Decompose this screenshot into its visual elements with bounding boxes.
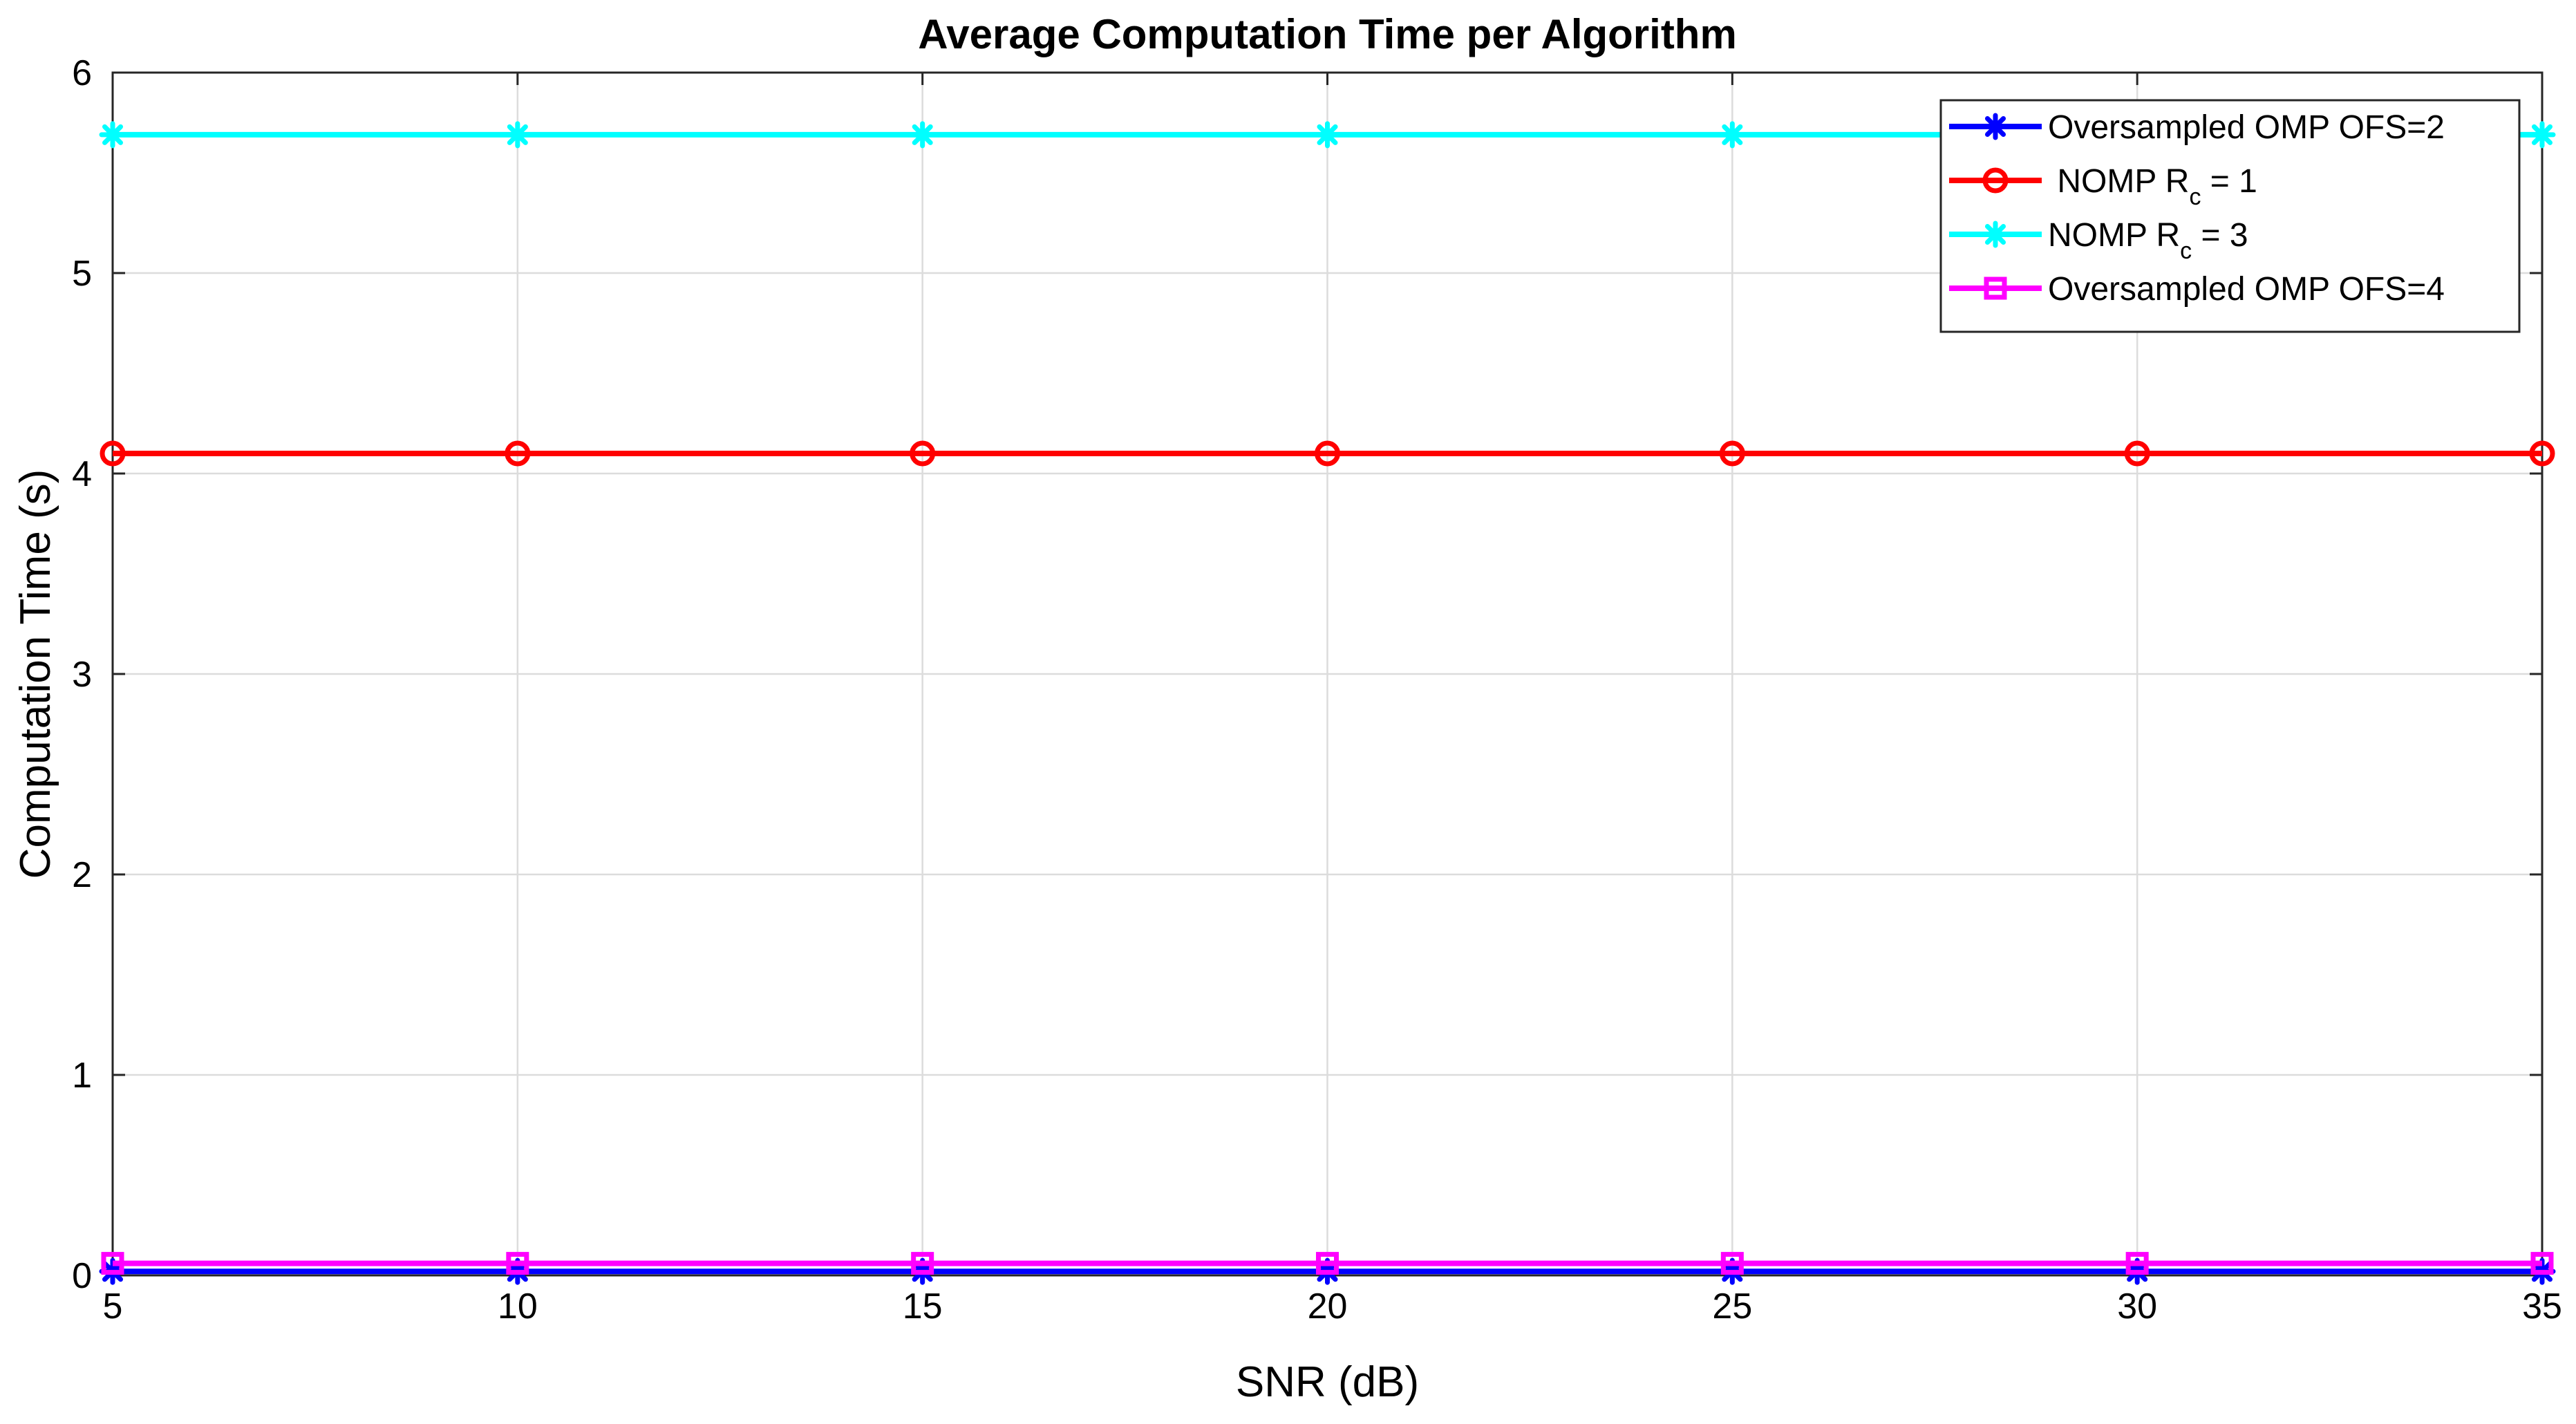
data-point bbox=[2529, 440, 2555, 467]
legend-label: NOMP Rc = 1 bbox=[2048, 163, 2257, 210]
data-point bbox=[99, 121, 126, 149]
data-point bbox=[2530, 1252, 2554, 1275]
series-4 bbox=[101, 1252, 2554, 1275]
legend-entry: Oversampled OMP OFS=4 bbox=[1949, 271, 2445, 308]
legend-box bbox=[1939, 99, 2521, 333]
data-point bbox=[1720, 1252, 1744, 1275]
data-point bbox=[1719, 440, 1745, 467]
chart-title: Average Computation Time per Algorithm bbox=[918, 11, 1737, 57]
data-point bbox=[911, 1252, 934, 1275]
data-point bbox=[1718, 121, 1746, 149]
x-tick-label: 10 bbox=[498, 1286, 538, 1327]
x-tick-label: 35 bbox=[2522, 1286, 2562, 1327]
data-point bbox=[506, 1252, 529, 1275]
data-point bbox=[101, 1252, 124, 1275]
data-point bbox=[1316, 1252, 1339, 1275]
data-point bbox=[100, 440, 126, 467]
y-tick-label: 1 bbox=[72, 1056, 92, 1096]
data-point bbox=[1314, 121, 1341, 149]
x-tick-label: 15 bbox=[903, 1286, 943, 1327]
data-point bbox=[1315, 440, 1340, 467]
data-point bbox=[1982, 113, 2009, 140]
legend-entry: NOMP Rc = 1 bbox=[1949, 163, 2257, 210]
y-tick-label: 4 bbox=[72, 454, 92, 494]
x-tick-label: 25 bbox=[1712, 1286, 1752, 1327]
y-axis-label: Computation Time (s) bbox=[12, 469, 59, 879]
data-point bbox=[2528, 121, 2556, 149]
y-tick-label: 0 bbox=[72, 1256, 92, 1296]
y-tick-label: 6 bbox=[72, 53, 92, 93]
y-tick-label: 2 bbox=[72, 855, 92, 895]
legend-label: NOMP Rc = 3 bbox=[2048, 217, 2248, 264]
x-axis-label: SNR (dB) bbox=[1236, 1358, 1419, 1406]
data-point bbox=[2124, 440, 2150, 467]
data-point bbox=[909, 121, 937, 149]
data-point bbox=[1982, 221, 2009, 248]
x-tick-label: 20 bbox=[1308, 1286, 1348, 1327]
data-point bbox=[1982, 167, 2009, 194]
series-2 bbox=[100, 440, 2555, 467]
legend-entry: NOMP Rc = 3 bbox=[1949, 217, 2248, 264]
data-point bbox=[1984, 277, 2007, 300]
data-point bbox=[910, 440, 936, 467]
y-tick-label: 3 bbox=[72, 655, 92, 695]
x-tick-label: 5 bbox=[103, 1286, 123, 1327]
y-tick-label: 5 bbox=[72, 254, 92, 294]
x-tick-label: 30 bbox=[2117, 1286, 2157, 1327]
legend-entry: Oversampled OMP OFS=2 bbox=[1949, 109, 2445, 146]
data-point bbox=[505, 440, 531, 467]
legend-label: Oversampled OMP OFS=4 bbox=[2048, 271, 2445, 308]
legend: Oversampled OMP OFS=2 NOMP Rc = 1 NOMP Rc… bbox=[1939, 99, 2521, 333]
data-point bbox=[2125, 1252, 2149, 1275]
legend-label: Oversampled OMP OFS=2 bbox=[2048, 109, 2445, 146]
data-point bbox=[504, 121, 532, 149]
